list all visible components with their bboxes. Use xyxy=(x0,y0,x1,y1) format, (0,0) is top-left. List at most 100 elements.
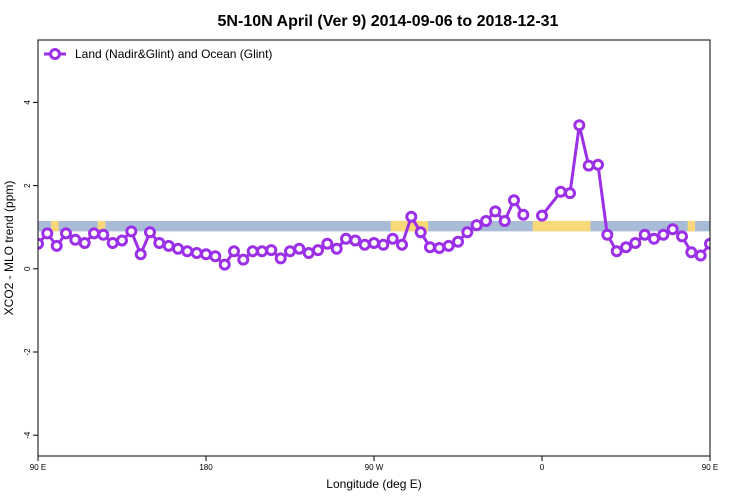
data-point xyxy=(256,245,268,258)
data-point xyxy=(293,242,306,255)
data-point xyxy=(125,225,138,238)
data-point xyxy=(508,194,520,207)
data-point xyxy=(116,234,128,247)
data-point xyxy=(564,187,576,200)
data-point xyxy=(582,159,595,172)
data-point xyxy=(60,227,72,240)
data-point xyxy=(386,232,399,245)
data-point xyxy=(694,249,707,262)
data-point xyxy=(734,228,743,237)
data-point xyxy=(134,248,147,261)
data-point xyxy=(685,246,698,259)
y-tick-label: 4 xyxy=(23,100,32,105)
data-point xyxy=(88,227,100,240)
series-layer xyxy=(38,119,750,271)
data-point xyxy=(676,230,688,243)
y-axis: -4 -2 0 2 4 xyxy=(23,100,38,439)
data-point xyxy=(312,244,324,257)
data-point xyxy=(629,237,642,249)
y-tick-label: 2 xyxy=(23,183,32,188)
data-point xyxy=(592,158,604,171)
data-point xyxy=(302,247,315,259)
data-point xyxy=(97,228,110,241)
data-point xyxy=(377,238,390,251)
x-axis-label: Longitude (deg E) xyxy=(326,477,421,491)
data-point xyxy=(470,219,483,232)
y-tick-label: -4 xyxy=(23,431,32,439)
data-point xyxy=(274,252,287,265)
legend-entry-label: Land (Nadir&Glint) and Ocean (Glint) xyxy=(75,47,272,61)
data-point xyxy=(368,237,380,249)
x-tick-label: 90 E xyxy=(30,463,46,472)
chart-title: 5N-10N April (Ver 9) 2014-09-06 to 2018-… xyxy=(218,13,559,30)
data-point xyxy=(601,228,614,241)
data-point xyxy=(414,226,427,239)
data-point xyxy=(536,209,548,222)
land-band-segment xyxy=(51,220,59,232)
data-point xyxy=(620,241,632,254)
data-point xyxy=(704,237,710,250)
data-point xyxy=(218,258,231,271)
data-point xyxy=(610,245,623,258)
data-point xyxy=(433,242,446,254)
data-point xyxy=(200,248,212,261)
x-tick-label: 0 xyxy=(540,463,545,472)
data-point xyxy=(517,208,530,221)
data-point xyxy=(638,228,651,241)
data-point xyxy=(743,234,750,243)
land-band-segment xyxy=(732,221,743,231)
data-point xyxy=(480,215,492,227)
data-point xyxy=(340,232,352,245)
series-line xyxy=(540,123,710,257)
data-point xyxy=(489,205,502,218)
data-point xyxy=(461,226,474,239)
data-point xyxy=(554,185,567,198)
data-point xyxy=(498,215,511,227)
data-point xyxy=(162,239,175,252)
data-point xyxy=(666,223,679,236)
legend: Land (Nadir&Glint) and Ocean (Glint) xyxy=(44,47,272,61)
data-point xyxy=(284,245,296,258)
x-tick-label: 90 E xyxy=(702,463,718,472)
data-point xyxy=(246,245,259,258)
y-tick-label: -2 xyxy=(23,348,32,356)
data-point xyxy=(144,226,156,239)
x-tick-label: 90 W xyxy=(365,463,384,472)
data-point xyxy=(38,237,44,250)
y-tick-label: 0 xyxy=(23,266,32,271)
data-point xyxy=(715,229,724,238)
data-point xyxy=(237,253,250,266)
data-point xyxy=(396,238,408,251)
data-point xyxy=(424,241,436,254)
data-point xyxy=(41,227,54,240)
data-point xyxy=(153,237,166,249)
data-point xyxy=(106,237,119,249)
data-point xyxy=(209,250,222,263)
data-point xyxy=(724,241,733,250)
data-point xyxy=(321,237,334,250)
data-point xyxy=(648,232,660,245)
data-point xyxy=(452,235,464,248)
y-axis-label: XCO2 - MLO trend (ppm) xyxy=(2,181,16,316)
data-point xyxy=(330,242,343,255)
ocean-band xyxy=(38,220,710,232)
data-point xyxy=(172,242,184,255)
land-band-segment xyxy=(532,220,591,232)
data-point xyxy=(657,228,670,241)
data-point xyxy=(181,245,194,258)
data-point xyxy=(265,244,278,257)
data-point xyxy=(442,239,455,252)
land-band-segment xyxy=(687,220,696,232)
data-point xyxy=(405,210,418,223)
data-point xyxy=(349,234,362,247)
data-point xyxy=(50,239,63,252)
data-point xyxy=(69,233,82,246)
legend-marker-swatch xyxy=(49,48,61,60)
x-tick-label: 180 xyxy=(199,463,213,472)
data-point xyxy=(358,238,371,251)
data-point xyxy=(573,119,586,132)
data-point xyxy=(78,237,91,249)
land-band-segment xyxy=(97,220,106,232)
x-axis: 90 E 180 90 W 0 90 E xyxy=(30,456,718,472)
